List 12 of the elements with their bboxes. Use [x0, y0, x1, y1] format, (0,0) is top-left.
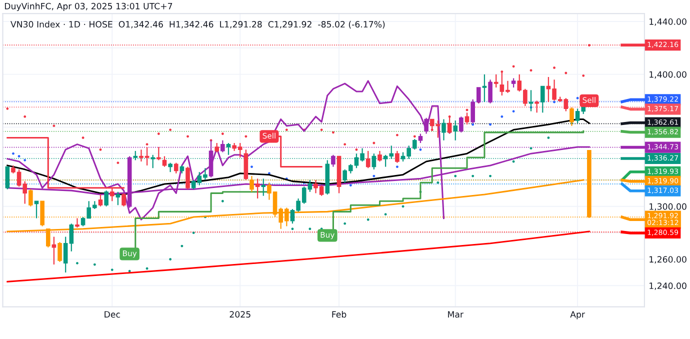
y-tick-label: 1,400.00	[650, 71, 686, 79]
y-tick-label: 1,240.00	[650, 282, 686, 290]
y-tick-label: 1,440.00	[650, 18, 686, 26]
x-tick-label: 2025	[230, 311, 250, 318]
x-tick-label: Apr	[570, 311, 586, 320]
x-tick-label: Mar	[448, 311, 464, 318]
chart-subtitle: DuyVinhFC, Apr 03, 2025 13:01 UTC+7	[4, 2, 172, 12]
text: VN30 Index · 1D · HOSE O1,342.46 H1,342.46 L1,291.28 C1,291.92 -85.02 (-6.17%)	[10, 20, 385, 29]
y-tick-label: 1,300.00	[650, 203, 686, 211]
x-tick-label: Feb	[332, 310, 346, 318]
y-tick-label: 1,260.00	[650, 256, 686, 264]
x-tick-label: Dec	[104, 311, 120, 318]
